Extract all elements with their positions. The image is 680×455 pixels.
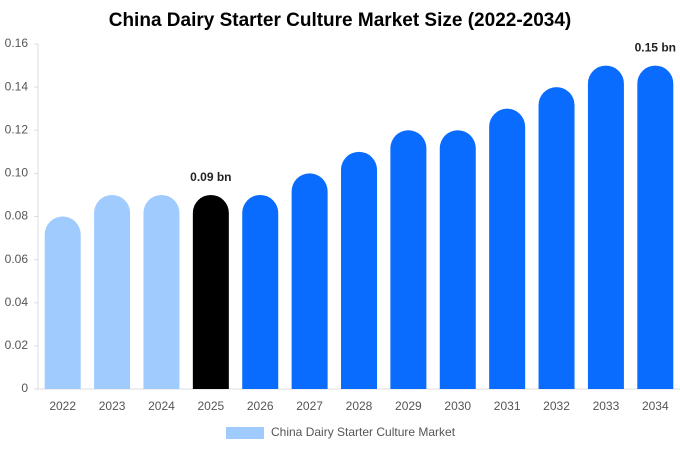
y-tick-label: 0.08	[5, 209, 29, 223]
bar	[341, 151, 377, 389]
chart-title: China Dairy Starter Culture Market Size …	[109, 10, 572, 31]
y-tick-label: 0.02	[5, 338, 29, 352]
y-tick-label: 0	[21, 381, 28, 395]
y-tick-label: 0.16	[5, 36, 29, 50]
bar	[538, 87, 575, 389]
x-tick-label: 2034	[642, 399, 669, 413]
bar	[291, 173, 328, 389]
bar	[44, 216, 81, 389]
x-tick-label: 2025	[197, 399, 224, 413]
bar	[489, 108, 526, 389]
data-label: 0.09 bn	[190, 170, 231, 184]
bar	[192, 194, 229, 389]
bar	[242, 194, 279, 389]
bar	[94, 194, 131, 389]
y-tick-label: 0.10	[5, 166, 29, 180]
x-tick-label: 2026	[247, 399, 274, 413]
legend-swatch	[226, 427, 264, 439]
bar	[587, 65, 624, 389]
x-tick-label: 2028	[346, 399, 373, 413]
legend-label: China Dairy Starter Culture Market	[271, 425, 456, 439]
y-tick-label: 0.04	[5, 295, 29, 309]
bar	[439, 130, 476, 390]
bar	[390, 130, 427, 390]
x-tick-label: 2031	[494, 399, 521, 413]
x-tick-label: 2023	[99, 399, 126, 413]
x-tick-label: 2032	[543, 399, 570, 413]
x-tick-label: 2033	[593, 399, 620, 413]
y-tick-label: 0.14	[5, 79, 29, 93]
bar	[143, 194, 180, 389]
y-tick-label: 0.12	[5, 122, 29, 136]
x-tick-label: 2022	[49, 399, 76, 413]
y-tick-label: 0.06	[5, 252, 29, 266]
x-tick-label: 2024	[148, 399, 175, 413]
data-label: 0.15 bn	[635, 41, 676, 55]
x-tick-label: 2027	[296, 399, 323, 413]
bar	[637, 65, 674, 389]
x-tick-label: 2030	[444, 399, 471, 413]
x-tick-label: 2029	[395, 399, 422, 413]
